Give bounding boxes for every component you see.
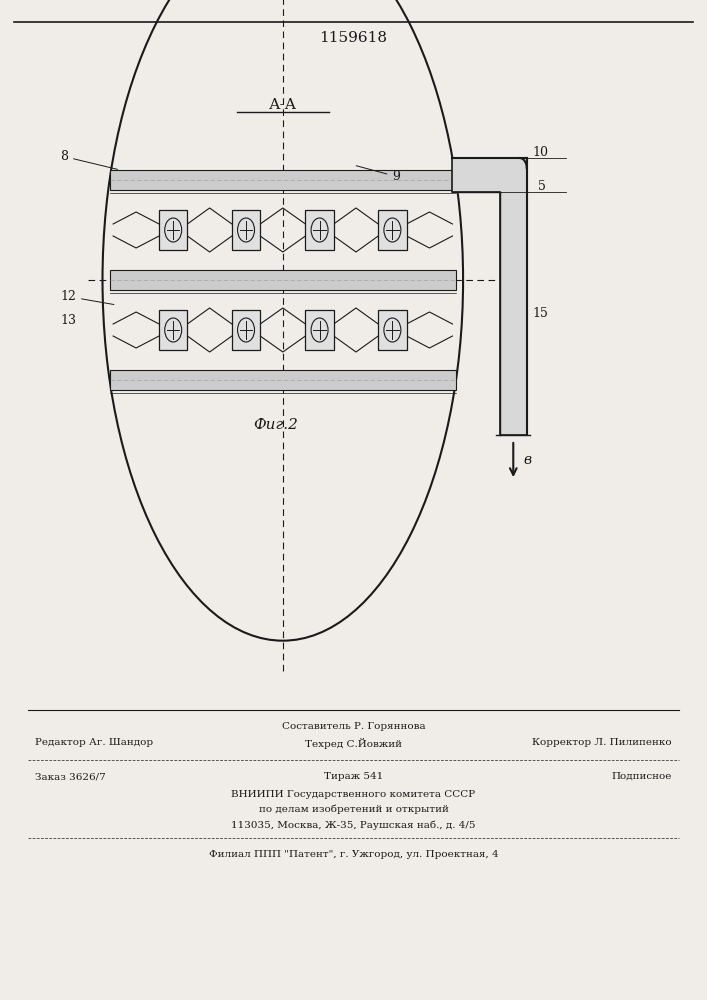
Text: 5: 5 [538, 180, 546, 194]
Bar [378, 210, 407, 250]
Text: 10: 10 [532, 146, 549, 159]
Text: 15: 15 [532, 307, 548, 320]
Text: Фиг.2: Фиг.2 [253, 418, 298, 432]
Bar [378, 310, 407, 350]
Text: Тираж 541: Тираж 541 [324, 772, 383, 781]
Text: Филиал ППП "Патент", г. Ужгород, ул. Проектная, 4: Филиал ППП "Патент", г. Ужгород, ул. Про… [209, 850, 498, 859]
Bar [110, 370, 456, 390]
Bar [232, 210, 260, 250]
Text: 1159618: 1159618 [320, 31, 387, 45]
Bar [305, 310, 334, 350]
Bar [110, 270, 456, 290]
Text: Редактор Аг. Шандор: Редактор Аг. Шандор [35, 738, 153, 747]
Text: по делам изобретений и открытий: по делам изобретений и открытий [259, 805, 448, 814]
Bar [110, 170, 456, 190]
Text: Подписное: Подписное [612, 772, 672, 781]
Bar [159, 310, 187, 350]
Text: 13: 13 [60, 314, 76, 326]
Text: 9: 9 [356, 166, 400, 183]
Bar [232, 310, 260, 350]
Text: ВНИИПИ Государственного комитета СССР: ВНИИПИ Государственного комитета СССР [231, 790, 476, 799]
Text: в: в [524, 453, 532, 467]
Text: Заказ 3626/7: Заказ 3626/7 [35, 772, 106, 781]
Text: Корректор Л. Пилипенко: Корректор Л. Пилипенко [532, 738, 672, 747]
Bar [305, 210, 334, 250]
Text: 8: 8 [60, 150, 117, 169]
Text: 12: 12 [60, 290, 114, 305]
Polygon shape [452, 158, 527, 435]
Text: Техред С.Йовжий: Техред С.Йовжий [305, 738, 402, 749]
Text: Составитель Р. Горяннова: Составитель Р. Горяннова [281, 722, 426, 731]
Bar [159, 210, 187, 250]
Text: 113035, Москва, Ж-35, Раушская наб., д. 4/5: 113035, Москва, Ж-35, Раушская наб., д. … [231, 820, 476, 830]
Text: А-А: А-А [269, 98, 297, 112]
